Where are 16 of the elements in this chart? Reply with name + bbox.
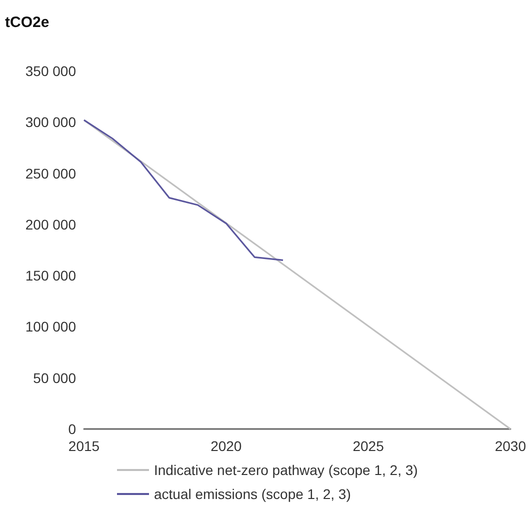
y-tick-label: 250 000 xyxy=(25,165,76,182)
y-tick-label: 200 000 xyxy=(25,216,76,232)
x-tick-label: 2030 xyxy=(494,438,526,454)
y-tick-label: 100 000 xyxy=(25,318,76,335)
line-series xyxy=(83,119,284,262)
y-tick-label: 350 000 xyxy=(25,63,76,79)
y-tick-label: 150 000 xyxy=(25,268,76,284)
y-tick-label: 50 000 xyxy=(33,370,76,386)
x-tick-label: 2025 xyxy=(352,438,384,454)
y-tick-label: 300 000 xyxy=(25,114,76,130)
y-tick-label: 0 xyxy=(68,421,76,437)
y-axis-title: tCO2e xyxy=(5,14,50,31)
legend-label: Indicative net-zero pathway (scope 1, 2, 3) xyxy=(154,462,418,478)
x-tick-label: 2015 xyxy=(68,438,100,454)
x-tick-label: 2020 xyxy=(210,438,242,454)
legend-label: actual emissions (scope 1, 2, 3) xyxy=(154,486,351,502)
